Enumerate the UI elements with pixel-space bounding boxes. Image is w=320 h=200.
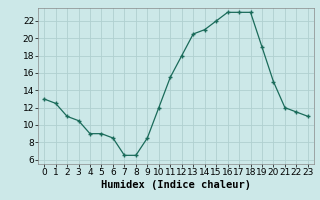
X-axis label: Humidex (Indice chaleur): Humidex (Indice chaleur) (101, 180, 251, 190)
